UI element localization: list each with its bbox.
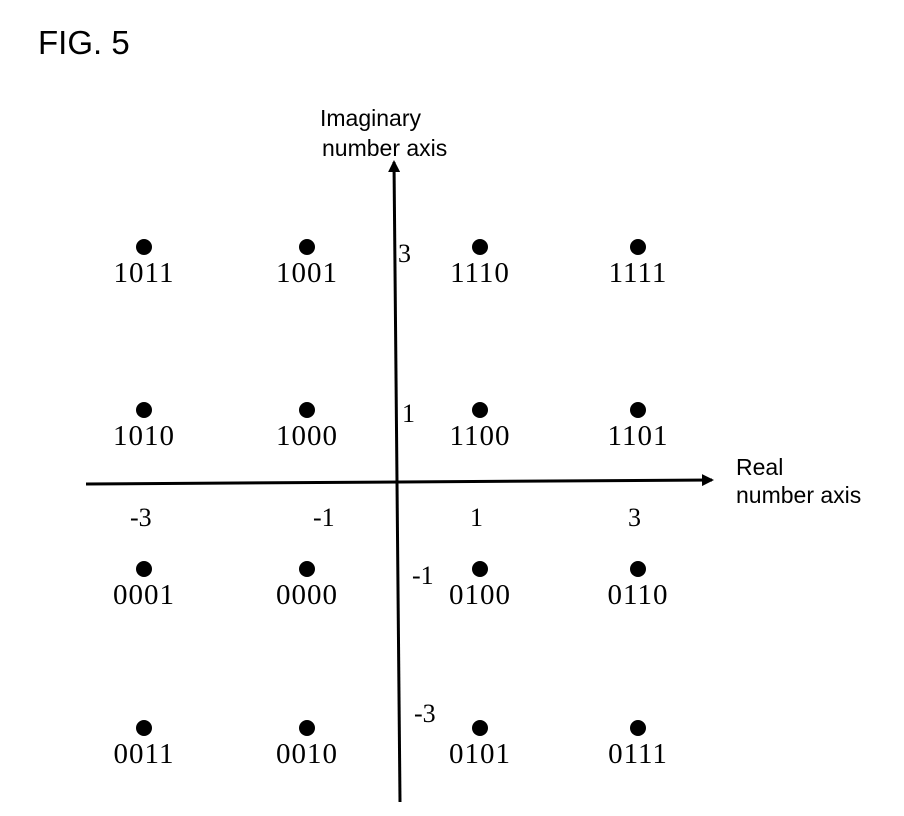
- constellation-code-label: 1110: [450, 257, 510, 289]
- constellation-dot: [136, 239, 152, 255]
- constellation-dot: [299, 561, 315, 577]
- constellation-point: 0100: [449, 561, 511, 611]
- imaginary-tick-label: 1: [402, 399, 415, 428]
- real-tick-label: 3: [628, 503, 641, 532]
- constellation-dot: [630, 720, 646, 736]
- imaginary-axis-label-line2: number axis: [322, 135, 447, 161]
- constellation-dot: [136, 402, 152, 418]
- constellation-dot: [472, 720, 488, 736]
- real-tick-label: -3: [130, 503, 152, 532]
- constellation-code-label: 1000: [276, 420, 338, 452]
- constellation-dot: [299, 720, 315, 736]
- constellation-code-label: 1101: [608, 420, 669, 452]
- real-tick-label: 1: [470, 503, 483, 532]
- constellation-point: 1011: [114, 239, 175, 289]
- constellation-point: 1010: [113, 402, 175, 452]
- constellation-dot: [472, 561, 488, 577]
- constellation-dot: [630, 561, 646, 577]
- real-axis-ticks: -3 -1 1 3: [130, 503, 641, 532]
- constellation-code-label: 1011: [114, 257, 175, 289]
- constellation-point: 1001: [276, 239, 338, 289]
- constellation-dot: [472, 402, 488, 418]
- constellation-dot: [136, 720, 152, 736]
- imaginary-axis-label-line1: Imaginary: [320, 105, 421, 131]
- constellation-dot: [630, 402, 646, 418]
- constellation-point: 0110: [608, 561, 669, 611]
- constellation-point: 0000: [276, 561, 338, 611]
- constellation-code-label: 0011: [114, 738, 175, 770]
- constellation-point: 0101: [449, 720, 511, 770]
- constellation-code-label: 0010: [276, 738, 338, 770]
- constellation-point: 0111: [608, 720, 668, 770]
- constellation-point: 0010: [276, 720, 338, 770]
- constellation-code-label: 0111: [608, 738, 668, 770]
- constellation-point: 0011: [114, 720, 175, 770]
- constellation-dot: [472, 239, 488, 255]
- constellation-code-label: 0000: [276, 579, 338, 611]
- constellation-code-label: 1010: [113, 420, 175, 452]
- constellation-code-label: 1111: [609, 257, 668, 289]
- real-tick-label: -1: [313, 503, 335, 532]
- constellation-point: 1000: [276, 402, 338, 452]
- imaginary-tick-label: 3: [398, 239, 411, 268]
- constellation-point: 1101: [608, 402, 669, 452]
- constellation-code-label: 1001: [276, 257, 338, 289]
- constellation-code-label: 0001: [113, 579, 175, 611]
- imaginary-tick-label: -1: [412, 561, 434, 590]
- constellation-points: 1011100111101111101010001100110100010000…: [113, 239, 668, 770]
- constellation-dot: [299, 239, 315, 255]
- constellation-point: 0001: [113, 561, 175, 611]
- real-axis-label-line2: number axis: [736, 482, 861, 508]
- real-axis: [86, 480, 712, 484]
- constellation-point: 1100: [450, 402, 511, 452]
- constellation-code-label: 0101: [449, 738, 511, 770]
- constellation-dot: [136, 561, 152, 577]
- constellation-code-label: 0100: [449, 579, 511, 611]
- imaginary-axis-ticks: 3 1 -1 -3: [398, 239, 436, 728]
- constellation-point: 1110: [450, 239, 510, 289]
- constellation-point: 1111: [609, 239, 668, 289]
- constellation-dot: [630, 239, 646, 255]
- constellation-code-label: 1100: [450, 420, 511, 452]
- real-axis-label-line1: Real: [736, 454, 783, 480]
- constellation-code-label: 0110: [608, 579, 669, 611]
- imaginary-tick-label: -3: [414, 699, 436, 728]
- constellation-dot: [299, 402, 315, 418]
